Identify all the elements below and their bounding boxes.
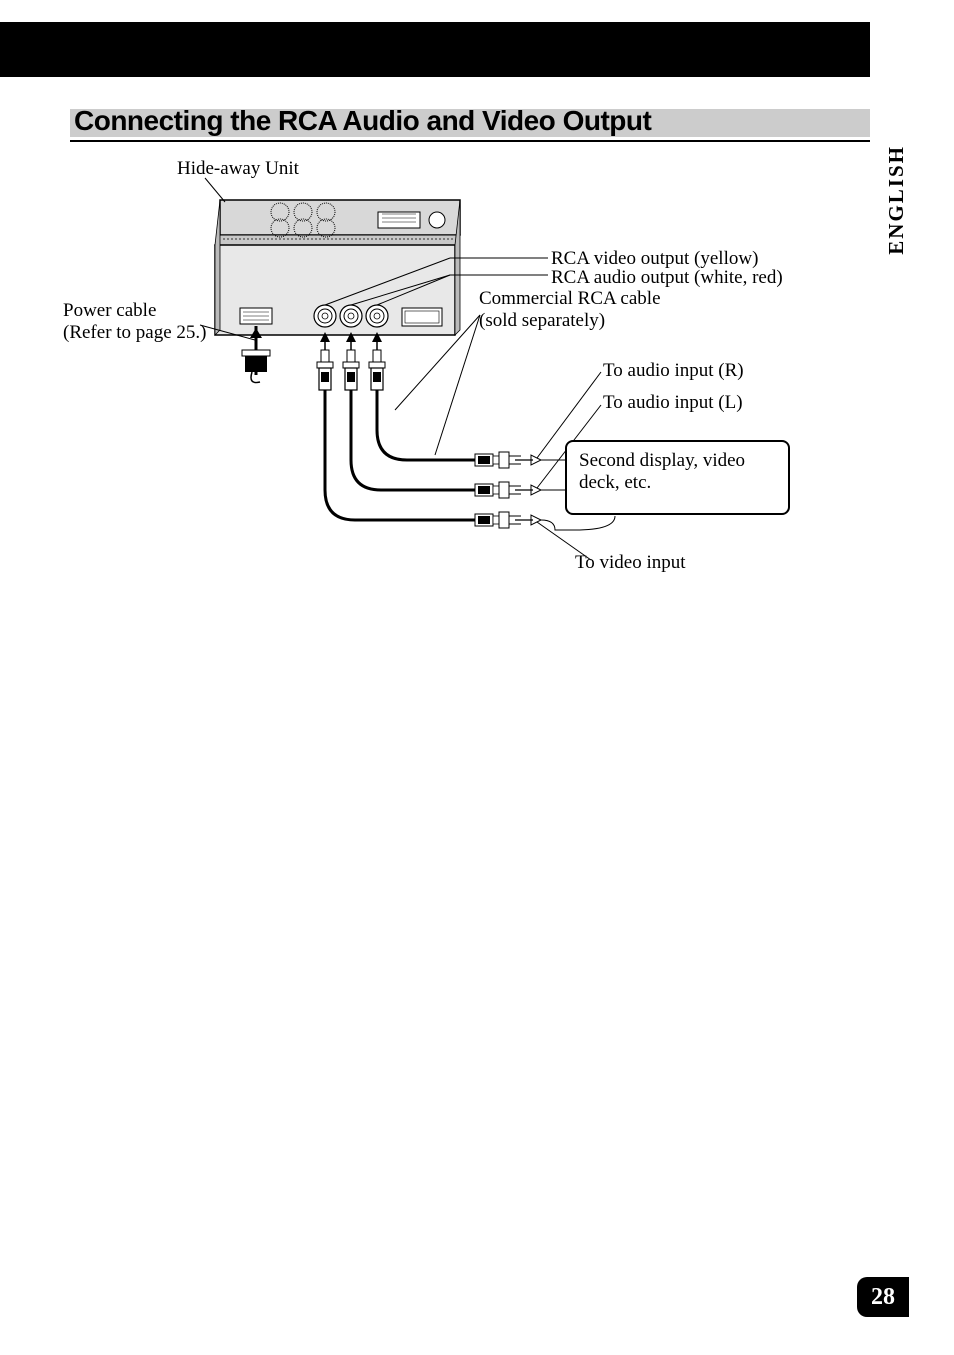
section-title-row: Connecting the RCA Audio and Video Outpu… — [70, 105, 870, 141]
rca-right-plug-video — [475, 512, 541, 528]
rca-right-plug-l — [475, 482, 541, 498]
rca-plug-1 — [317, 332, 333, 390]
section-title: Connecting the RCA Audio and Video Outpu… — [70, 105, 870, 137]
rca-plug-3 — [369, 332, 385, 390]
label-commercial: Commercial RCA cable (sold separately) — [479, 288, 661, 332]
label-to-audio-l: To audio input (L) — [603, 392, 743, 414]
diagram-svg — [55, 160, 875, 600]
label-commercial-l1: Commercial RCA cable — [479, 288, 661, 309]
label-to-video: To video input — [575, 552, 686, 574]
section-underline — [70, 140, 870, 142]
label-to-audio-r: To audio input (R) — [603, 360, 744, 382]
rca-right-plug-r — [475, 452, 541, 468]
label-power-cable-l2: (Refer to page 25.) — [63, 322, 207, 343]
language-tab: ENGLISH — [884, 145, 909, 255]
label-hideaway: Hide-away Unit — [177, 158, 299, 180]
label-rca-audio: RCA audio output (white, red) — [551, 267, 783, 289]
label-commercial-l2: (sold separately) — [479, 310, 605, 331]
connection-diagram: Hide-away Unit Power cable (Refer to pag… — [55, 160, 875, 600]
label-power-cable: Power cable (Refer to page 25.) — [63, 300, 207, 344]
page-number-badge: 28 — [857, 1277, 909, 1317]
label-power-cable-l1: Power cable — [63, 300, 156, 321]
rca-plug-2 — [343, 332, 359, 390]
header-black-bar — [0, 22, 870, 77]
destination-box: Second display, video deck, etc. — [565, 440, 790, 515]
